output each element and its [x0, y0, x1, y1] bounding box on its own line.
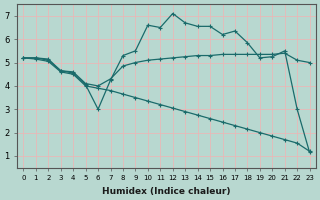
X-axis label: Humidex (Indice chaleur): Humidex (Indice chaleur) — [102, 187, 231, 196]
